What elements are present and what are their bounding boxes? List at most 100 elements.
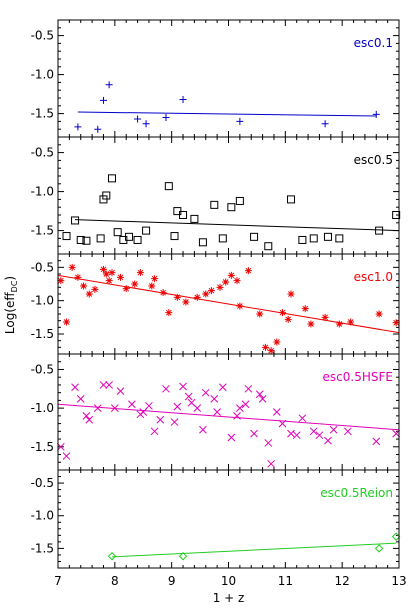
y-tick-label: -1.0: [31, 509, 54, 523]
data-point: [145, 401, 153, 410]
y-tick-label: -1.5: [31, 107, 54, 121]
data-point: [131, 280, 139, 288]
data-point: [136, 269, 144, 277]
data-point: [74, 273, 82, 281]
data-point: [329, 425, 338, 434]
data-point: [142, 120, 150, 128]
x-tick-labels: 7 8 9 10 11 12 13: [54, 574, 406, 588]
data-point: [162, 114, 170, 121]
data-point: [375, 226, 384, 235]
data-point: [80, 282, 88, 290]
data-point: [190, 214, 199, 223]
data-point: [122, 285, 130, 293]
y-tick-label: -0.5: [31, 29, 54, 43]
y-tick-label: -1.0: [31, 185, 54, 199]
data-point: [128, 400, 136, 409]
data-point: [250, 232, 259, 241]
data-point: [62, 232, 71, 241]
data-point: [94, 125, 102, 133]
data-point: [298, 235, 307, 244]
data-point: [335, 320, 343, 328]
data-point: [324, 436, 332, 445]
data-point: [255, 390, 264, 399]
data-point: [347, 318, 355, 326]
data-point: [287, 195, 296, 204]
data-point: [272, 408, 281, 416]
data-point: [193, 293, 201, 301]
panel-label: esc1.0: [354, 270, 393, 284]
fit-line: [75, 219, 400, 232]
data-point: [199, 425, 207, 434]
data-point: [71, 383, 79, 392]
x-tick-label: 12: [335, 574, 350, 588]
y-tick-label: -1.5: [31, 327, 54, 341]
data-point: [139, 408, 148, 416]
data-point: [292, 431, 301, 440]
y-axis-label: Log(effDC): [3, 276, 19, 334]
data-point: [321, 120, 329, 128]
data-point: [236, 117, 244, 125]
panel-frame: [57, 136, 400, 255]
y-tick-label: -0.5: [31, 260, 54, 274]
data-point: [256, 310, 264, 318]
y-tick-label: -0.5: [31, 146, 54, 160]
data-point: [267, 347, 275, 355]
data-point: [184, 392, 193, 401]
data-point: [151, 275, 159, 283]
data-point: [82, 412, 91, 420]
data-point: [82, 236, 91, 245]
data-point: [107, 174, 116, 183]
data-point: [76, 394, 85, 403]
panel-label: esc0.5HSFE: [323, 370, 393, 384]
data-point: [210, 200, 219, 209]
data-point: [173, 293, 181, 301]
x-tick-label: 13: [391, 574, 406, 588]
data-point: [309, 427, 318, 436]
data-point: [201, 388, 210, 397]
data-point: [284, 315, 292, 323]
data-point: [63, 318, 71, 326]
fit-line: [111, 542, 397, 558]
data-point: [278, 309, 286, 317]
data-point: [170, 232, 179, 241]
data-point: [202, 290, 210, 298]
data-point: [309, 234, 318, 243]
y-axis-label-sub: DC: [10, 280, 19, 292]
y-tick-label: -1.5: [31, 541, 54, 555]
data-point: [142, 226, 151, 235]
data-point: [392, 429, 401, 438]
data-point: [273, 338, 281, 346]
data-point: [110, 404, 119, 412]
panel-esc0.1: -0.5 -1.0 -1.5 esc0.1: [31, 19, 400, 138]
x-tick-label: 11: [278, 574, 293, 588]
data-point: [250, 429, 258, 438]
data-point: [264, 439, 273, 447]
data-point: [159, 289, 167, 297]
data-point: [91, 285, 99, 293]
data-point: [236, 302, 244, 310]
y-axis-label-close: ): [3, 276, 17, 281]
data-point: [173, 402, 182, 411]
data-point: [76, 235, 85, 244]
data-point: [321, 313, 329, 321]
data-point: [287, 429, 295, 438]
data-point: [218, 234, 227, 243]
y-tick-label: -0.5: [31, 476, 54, 490]
x-axis-label: 1 + z: [213, 591, 245, 605]
data-point: [335, 234, 344, 243]
data-point: [301, 305, 309, 313]
data-point: [102, 191, 111, 200]
data-point: [241, 400, 250, 409]
fit-line: [77, 111, 377, 117]
data-point: [148, 282, 156, 290]
panels: -0.5-1.0-1.5esc0.1-0.5-1.0-1.5esc0.5-0.5…: [31, 19, 401, 569]
data-point: [233, 412, 241, 420]
data-point: [392, 319, 400, 327]
x-tick-label: 8: [111, 574, 119, 588]
panel-esc0.5: -0.5 -1.0 -1.5 esc0.5: [31, 136, 401, 255]
data-point: [261, 343, 269, 351]
data-point: [287, 290, 295, 298]
data-point: [125, 232, 134, 241]
panel-frame: [57, 19, 400, 138]
